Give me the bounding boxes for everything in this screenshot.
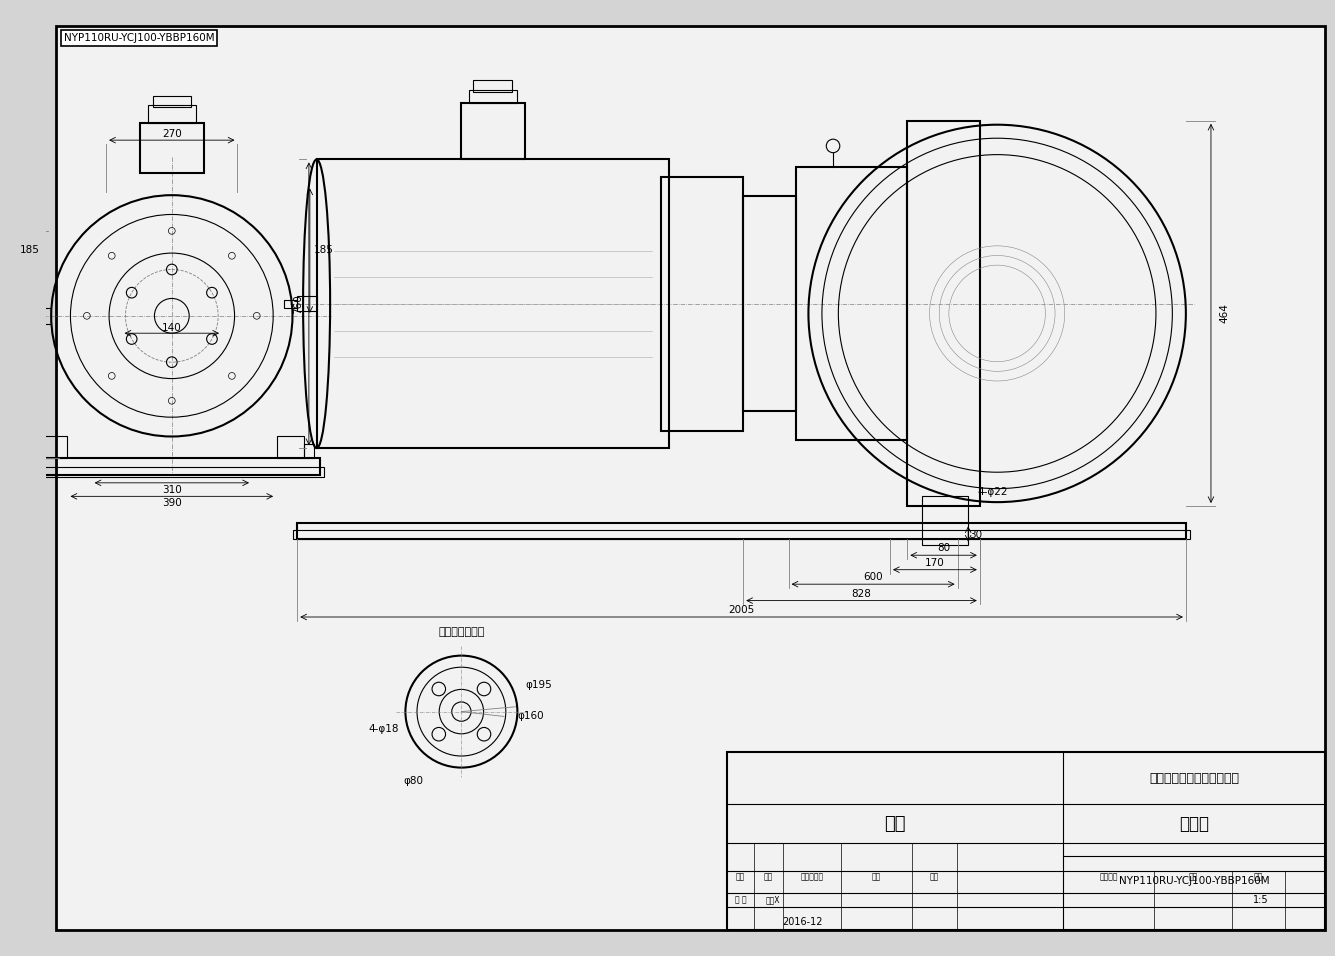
Text: 标记: 标记 <box>736 872 745 881</box>
Text: 4-φ18: 4-φ18 <box>368 724 399 734</box>
Text: 270: 270 <box>162 129 182 140</box>
Text: 600: 600 <box>864 573 882 582</box>
Text: 组件: 组件 <box>884 815 905 833</box>
Text: NYP110RU-YCJ100-YBBP160M: NYP110RU-YCJ100-YBBP160M <box>1119 876 1270 885</box>
Text: 2005: 2005 <box>729 605 754 616</box>
Bar <box>278 437 304 458</box>
Text: 河北远东泵业制造有限公司: 河北远东泵业制造有限公司 <box>1149 771 1239 785</box>
Text: φ160: φ160 <box>518 711 545 722</box>
Bar <box>298 296 316 312</box>
Text: 828: 828 <box>852 589 872 598</box>
Text: 重量: 重量 <box>1188 872 1197 881</box>
Bar <box>316 160 669 448</box>
Bar <box>140 122 204 173</box>
Text: 比例: 比例 <box>1254 872 1263 881</box>
Text: 2016-12: 2016-12 <box>782 917 822 927</box>
Text: NYP110RU-YCJ100-YBBP160M: NYP110RU-YCJ100-YBBP160M <box>64 33 215 43</box>
Text: 760: 760 <box>294 293 303 314</box>
Text: 185: 185 <box>314 245 334 255</box>
Text: 140: 140 <box>162 323 182 334</box>
Bar <box>726 752 1326 930</box>
Bar <box>19 467 324 477</box>
Text: 更改文件号: 更改文件号 <box>800 872 824 881</box>
Text: 30: 30 <box>969 530 983 540</box>
Text: φ195: φ195 <box>525 680 551 689</box>
Bar <box>304 445 314 458</box>
Bar <box>474 80 513 92</box>
Bar <box>40 437 67 458</box>
Bar <box>152 96 191 107</box>
Bar <box>908 120 980 506</box>
Bar <box>3 314 11 317</box>
Bar <box>29 445 40 458</box>
Bar <box>24 308 51 323</box>
Bar <box>922 496 968 545</box>
Bar <box>461 103 525 160</box>
Text: 进出口法兰尺寸: 进出口法兰尺寸 <box>438 627 485 638</box>
Text: φ80: φ80 <box>403 776 423 786</box>
Bar <box>24 458 319 475</box>
Text: 处数: 处数 <box>764 872 773 881</box>
Text: 170: 170 <box>925 558 945 568</box>
Text: 80: 80 <box>937 543 951 554</box>
Text: 464: 464 <box>1219 303 1230 323</box>
Bar <box>661 177 744 431</box>
Bar <box>298 523 1185 539</box>
Bar <box>284 300 298 308</box>
Bar <box>797 167 908 441</box>
Text: 日期: 日期 <box>929 872 939 881</box>
Text: 185: 185 <box>20 245 40 255</box>
Text: 1:5: 1:5 <box>1252 895 1268 904</box>
Bar <box>148 105 196 122</box>
Text: 制图X: 制图X <box>766 896 781 904</box>
Bar <box>294 531 1189 539</box>
Text: 机组图: 机组图 <box>1179 815 1210 833</box>
Bar <box>744 196 797 411</box>
Text: 390: 390 <box>162 498 182 508</box>
Text: 设 计: 设 计 <box>734 896 746 904</box>
Text: 4-φ22: 4-φ22 <box>977 488 1008 497</box>
Bar <box>11 312 24 319</box>
Text: 签字: 签字 <box>872 872 881 881</box>
Text: 图样标记: 图样标记 <box>1100 872 1119 881</box>
Text: 310: 310 <box>162 485 182 494</box>
Bar <box>469 90 517 103</box>
